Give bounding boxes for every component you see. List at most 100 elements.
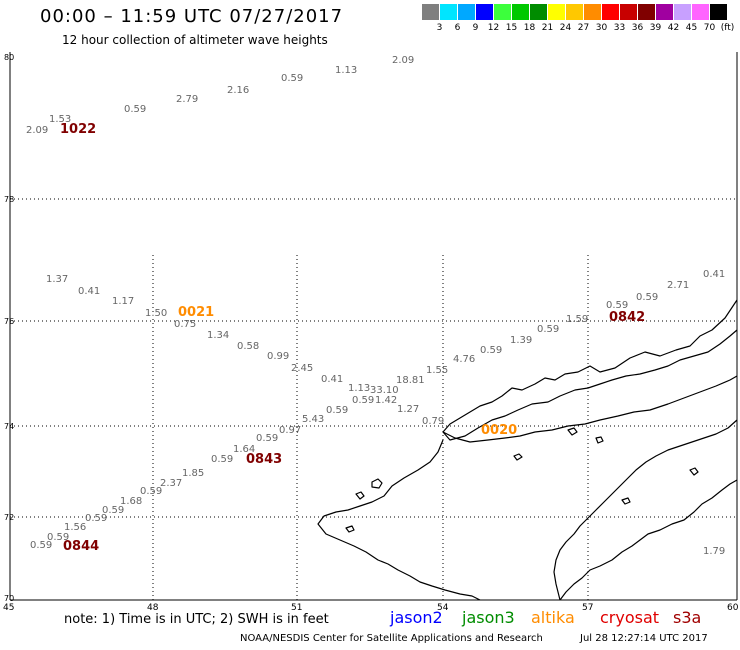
swh-value: 5.43 bbox=[302, 414, 324, 425]
swh-value: 1.68 bbox=[120, 496, 142, 507]
legend-cryosat: cryosat bbox=[600, 608, 660, 627]
swh-value: 4.76 bbox=[453, 354, 475, 365]
credit-line: NOAA/NESDIS Center for Satellite Applica… bbox=[240, 633, 543, 644]
scale-swatch bbox=[458, 4, 475, 20]
scale-label: 45 bbox=[685, 23, 698, 33]
lat-label-76: 76 bbox=[4, 317, 14, 326]
swh-value: 33.10 bbox=[370, 385, 399, 396]
swh-value: 0.59 bbox=[636, 292, 658, 303]
lon-label-60: 60 bbox=[727, 603, 739, 613]
swh-value: 0.41 bbox=[321, 374, 343, 385]
swh-value: 0.59 bbox=[326, 405, 348, 416]
scale-swatch bbox=[602, 4, 619, 20]
swh-value: 0.59 bbox=[211, 454, 233, 465]
swh-value: 2.71 bbox=[667, 280, 689, 291]
swh-value: 0.59 bbox=[256, 433, 278, 444]
scale-swatch bbox=[620, 4, 637, 20]
pass-labels: 1022 0021 0842 0020 0843 0844 bbox=[60, 122, 645, 554]
scale-swatch bbox=[566, 4, 583, 20]
scale-label: 21 bbox=[541, 23, 554, 33]
scale-swatch bbox=[494, 4, 511, 20]
swh-value: 1.59 bbox=[566, 314, 588, 325]
scale-label: 24 bbox=[559, 23, 572, 33]
swh-value: 2.37 bbox=[160, 478, 182, 489]
legend-jason2: jason2 bbox=[390, 608, 443, 627]
swh-value: 0.59 bbox=[140, 486, 162, 497]
legend-s3a: s3a bbox=[673, 608, 702, 627]
swh-value: 2.09 bbox=[392, 55, 414, 66]
scale-label: 33 bbox=[613, 23, 626, 33]
swh-value: 0.59 bbox=[352, 395, 374, 406]
swh-value: 2.09 bbox=[26, 125, 48, 136]
swh-value: 1.79 bbox=[703, 546, 725, 557]
swh-value: 0.41 bbox=[703, 269, 725, 280]
lon-label-57: 57 bbox=[582, 603, 593, 613]
swh-value: 1.17 bbox=[112, 296, 134, 307]
lat-label-74: 74 bbox=[4, 422, 14, 431]
scale-label: 27 bbox=[577, 23, 590, 33]
swh-value: 1.50 bbox=[145, 308, 167, 319]
scale-swatch bbox=[584, 4, 601, 20]
swh-value: 0.59 bbox=[537, 324, 559, 335]
swh-value: 0.99 bbox=[267, 351, 289, 362]
coastline-south-island bbox=[317, 439, 738, 601]
swh-value: 1.13 bbox=[335, 65, 357, 76]
scale-label: 42 bbox=[667, 23, 680, 33]
swh-value: 1.55 bbox=[426, 365, 448, 376]
scale-label: 70 bbox=[703, 23, 716, 33]
scale-swatch bbox=[548, 4, 565, 20]
lat-label-78: 78 bbox=[4, 195, 14, 204]
scale-label: 30 bbox=[595, 23, 608, 33]
lon-label-45: 45 bbox=[3, 603, 14, 613]
scale-swatch bbox=[656, 4, 673, 20]
pass-time-label: 0843 bbox=[246, 452, 282, 467]
lon-label-48: 48 bbox=[147, 603, 159, 613]
swh-value: 18.81 bbox=[396, 375, 425, 386]
swh-value: 0.75 bbox=[174, 319, 196, 330]
swh-value: 0.59 bbox=[124, 104, 146, 115]
swh-value: 1.56 bbox=[64, 522, 86, 533]
swh-value: 1.39 bbox=[510, 335, 532, 346]
pass-time-label: 0844 bbox=[63, 539, 99, 554]
scale-swatch bbox=[530, 4, 547, 20]
swh-value: 0.59 bbox=[85, 513, 107, 524]
swh-value: 0.59 bbox=[102, 505, 124, 516]
generated-timestamp: Jul 28 12:27:14 UTC 2017 bbox=[580, 633, 708, 644]
scale-swatch bbox=[638, 4, 655, 20]
scale-label: 15 bbox=[505, 23, 518, 33]
pass-time-label: 1022 bbox=[60, 122, 96, 137]
swh-value: 0.59 bbox=[606, 300, 628, 311]
coastline-islands bbox=[345, 427, 699, 533]
pass-time-label: 0021 bbox=[178, 305, 214, 320]
swh-value: 0.59 bbox=[47, 532, 69, 543]
swh-value: 2.79 bbox=[176, 94, 198, 105]
scale-label: 9 bbox=[472, 23, 479, 33]
lat-label-80: 80 bbox=[4, 53, 14, 62]
swh-value: 2.16 bbox=[227, 85, 249, 96]
scale-swatch bbox=[710, 4, 727, 20]
legend-altika: altika bbox=[531, 608, 575, 627]
swh-value: 2.45 bbox=[291, 363, 313, 374]
lon-label-51: 51 bbox=[291, 603, 302, 613]
scale-swatch bbox=[422, 4, 439, 20]
coastline bbox=[317, 299, 738, 601]
scale-swatch bbox=[512, 4, 529, 20]
pass-time-label: 0020 bbox=[481, 423, 517, 438]
scale-swatch bbox=[440, 4, 457, 20]
map-subtitle: 12 hour collection of altimeter wave hei… bbox=[62, 33, 328, 47]
swh-values: 2.091.130.592.162.790.591.532.091.370.41… bbox=[26, 55, 725, 557]
swh-value: 0.59 bbox=[30, 540, 52, 551]
scale-label: 3 bbox=[436, 23, 443, 33]
swh-value: 1.37 bbox=[46, 274, 68, 285]
lat-label-70: 70 bbox=[4, 594, 14, 603]
coastline-east-island bbox=[553, 419, 738, 601]
swh-value: 1.13 bbox=[348, 383, 370, 394]
swh-value: 1.34 bbox=[207, 330, 229, 341]
coastline-north-island bbox=[442, 299, 738, 441]
scale-label: 18 bbox=[523, 23, 536, 33]
swh-value: 0.97 bbox=[279, 425, 301, 436]
swh-value: 1.64 bbox=[233, 444, 255, 455]
scale-swatch bbox=[476, 4, 493, 20]
scale-swatch bbox=[674, 4, 691, 20]
